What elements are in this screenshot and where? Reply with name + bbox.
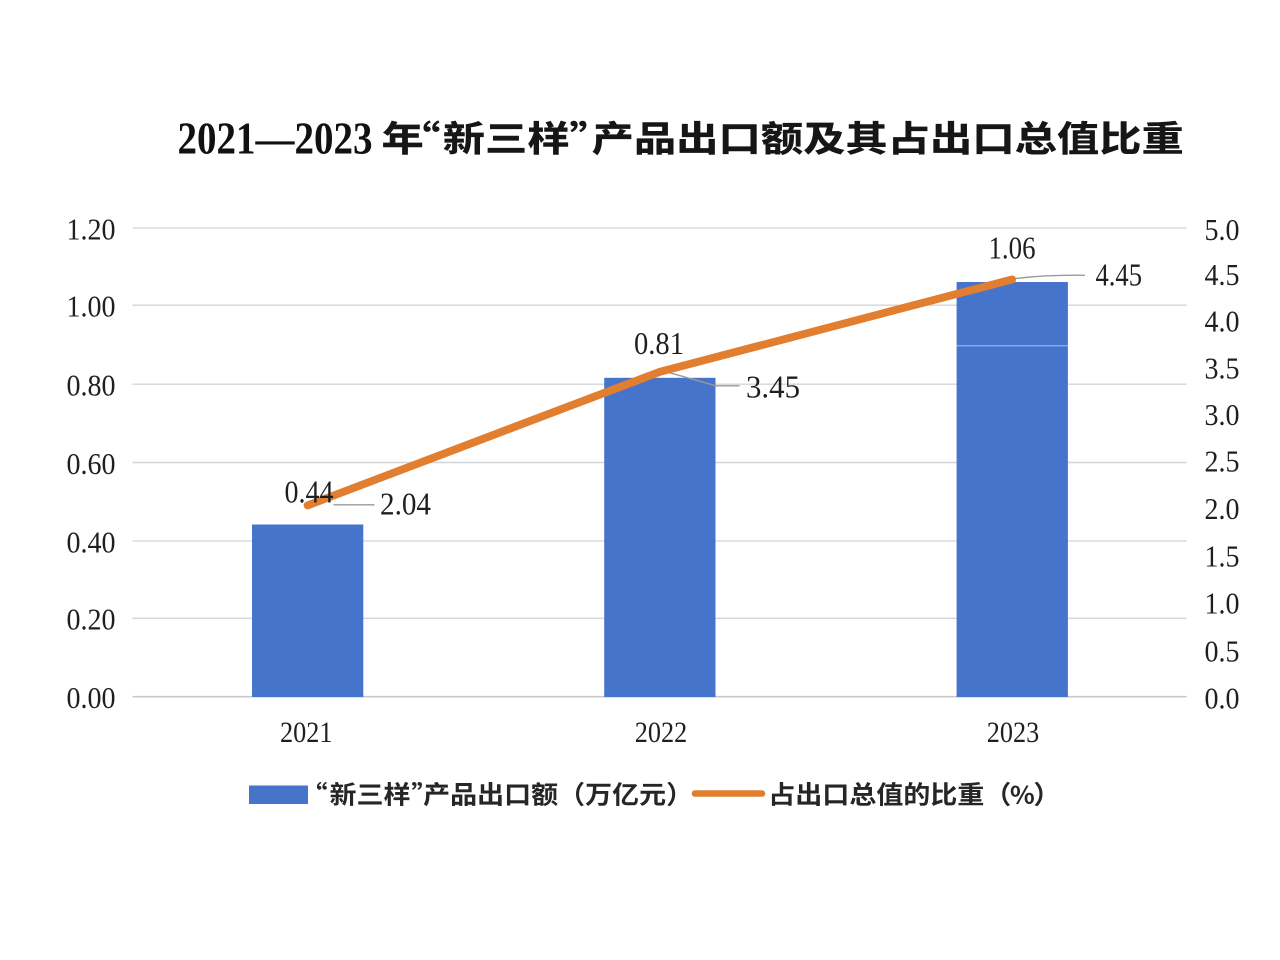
svg-text:1.20: 1.20 [67, 211, 116, 246]
svg-text:1.00: 1.00 [67, 289, 116, 324]
svg-text:4.0: 4.0 [1205, 304, 1240, 339]
svg-text:3.45: 3.45 [746, 369, 800, 405]
svg-text:2022: 2022 [635, 716, 688, 749]
svg-text:0.44: 0.44 [285, 474, 334, 510]
svg-text:2.5: 2.5 [1205, 444, 1240, 479]
svg-text:5.0: 5.0 [1205, 212, 1240, 247]
svg-text:4.5: 4.5 [1205, 257, 1240, 292]
svg-text:0.40: 0.40 [67, 524, 116, 559]
svg-text:2021: 2021 [280, 716, 333, 749]
svg-text:2.04: 2.04 [380, 486, 431, 522]
svg-text:2023: 2023 [987, 716, 1040, 749]
svg-text:1.06: 1.06 [989, 230, 1036, 266]
svg-text:0.00: 0.00 [67, 680, 116, 715]
svg-text:0.0: 0.0 [1205, 681, 1240, 716]
svg-text:0.20: 0.20 [67, 602, 116, 637]
svg-text:2021—2023: 2021—2023 [178, 114, 373, 164]
svg-text:0.81: 0.81 [634, 325, 684, 361]
svg-text:0.5: 0.5 [1205, 634, 1240, 669]
svg-text:4.45: 4.45 [1096, 257, 1143, 293]
svg-text:2.0: 2.0 [1205, 491, 1240, 526]
svg-text:0.80: 0.80 [67, 368, 116, 403]
svg-text:0.60: 0.60 [67, 446, 116, 481]
svg-text:1.0: 1.0 [1205, 586, 1240, 621]
svg-text:1.5: 1.5 [1205, 539, 1240, 574]
svg-text:3.5: 3.5 [1205, 351, 1240, 386]
svg-text:3.0: 3.0 [1205, 397, 1240, 432]
